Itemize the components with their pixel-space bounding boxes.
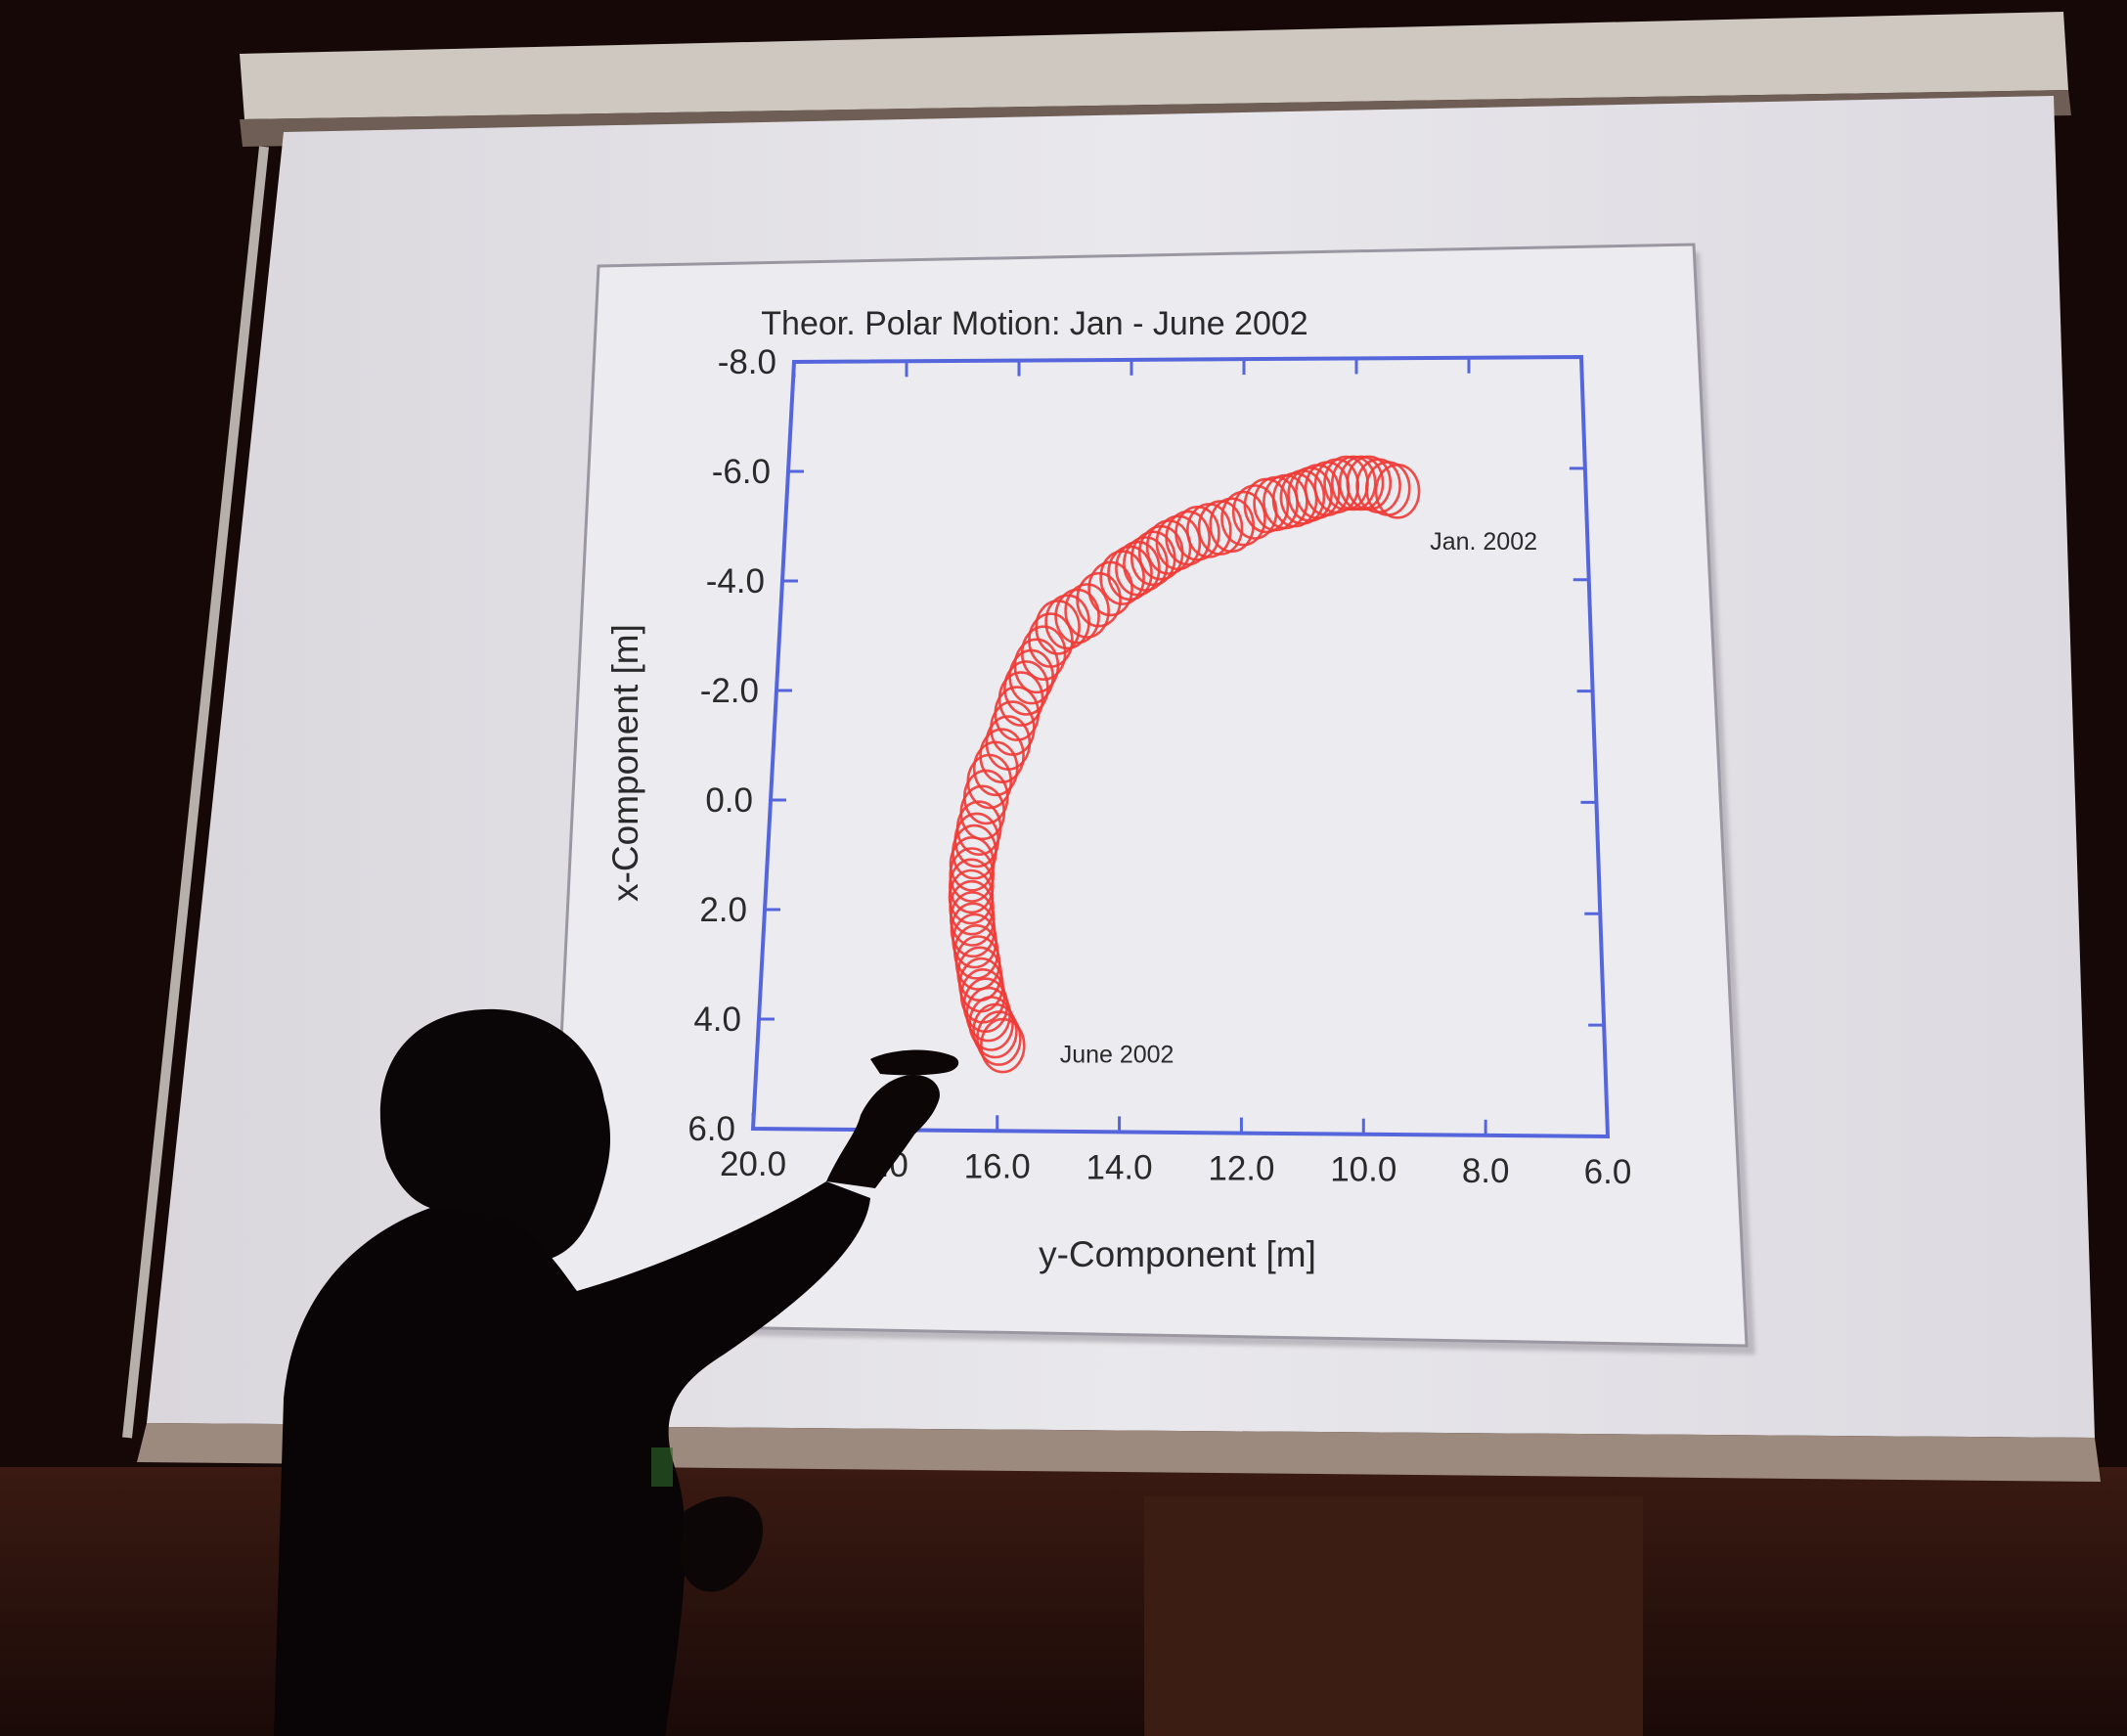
series-point-4 [1338, 455, 1385, 512]
series-point-47 [972, 740, 1019, 797]
series-point-16 [1231, 484, 1278, 540]
chart-annotations: Jan. 2002 June 2002 [1060, 528, 1537, 1069]
y-tick-label-5: 2.0 [699, 891, 747, 929]
series-point-5 [1331, 455, 1377, 512]
x-tick-label-3: 14.0 [1086, 1148, 1153, 1186]
presenter-head [379, 1008, 611, 1264]
screen-housing [240, 12, 2068, 119]
series-point-71 [976, 1010, 1022, 1066]
series-point-31 [1087, 560, 1133, 617]
x-tick-label-2: 16.0 [964, 1147, 1031, 1185]
presenter-silhouette [274, 1008, 959, 1736]
y-tick-label-2: -4.0 [706, 562, 765, 601]
y-tick-label-4: 0.0 [705, 781, 753, 820]
series-point-46 [979, 728, 1025, 784]
series-point-41 [1003, 660, 1049, 716]
series-point-70 [972, 1002, 1018, 1059]
annotation-0: Jan. 2002 [1430, 528, 1537, 556]
lanyard-badge [651, 1447, 673, 1487]
x-tick-label-6: 8.0 [1462, 1152, 1510, 1190]
pointing-finger [870, 1049, 959, 1076]
series-point-34 [1054, 588, 1100, 645]
lectern [1144, 1496, 1643, 1736]
y-tick-label-3: -2.0 [700, 672, 759, 710]
axis-ticks [751, 355, 1610, 1138]
x-tick-label-4: 12.0 [1208, 1150, 1274, 1188]
series-point-35 [1044, 594, 1090, 650]
x-tick-label-5: 10.0 [1330, 1151, 1396, 1189]
x-tick-label-0: 20.0 [720, 1145, 786, 1183]
chart-title: Theor. Polar Motion: Jan - June 2002 [761, 305, 1307, 342]
series-point-55 [949, 847, 996, 903]
series-point-33 [1064, 583, 1110, 639]
y-tick-label-6: 4.0 [693, 1001, 741, 1039]
series-point-17 [1220, 490, 1266, 547]
presenter-left-hand [680, 1496, 764, 1592]
annotation-1: June 2002 [1060, 1041, 1174, 1068]
series-point-56 [948, 858, 995, 914]
y-tick-label-1: -6.0 [712, 453, 771, 491]
series-point-30 [1099, 550, 1145, 605]
y-tick-labels: -8.0 -6.0 -4.0 -2.0 0.0 2.0 4.0 6.0 [687, 343, 776, 1148]
y-axis-label: x-Component [m] [605, 624, 645, 902]
series-point-54 [949, 835, 996, 892]
screen-left-edge [122, 146, 269, 1439]
series-point-25 [1137, 524, 1184, 581]
presenter-body [274, 1181, 870, 1736]
series-point-24 [1145, 519, 1192, 575]
x-axis-label: y-Component [m] [1039, 1234, 1316, 1274]
y-tick-label-7: 6.0 [687, 1110, 735, 1148]
y-tick-label-0: -8.0 [718, 343, 776, 381]
x-tick-label-7: 6.0 [1584, 1153, 1632, 1191]
series-point-72 [980, 1017, 1026, 1074]
presenter-hand [826, 1075, 940, 1188]
polar-motion-chart: Theor. Polar Motion: Jan - June 2002 20.… [605, 305, 1631, 1274]
polar-motion-series [948, 455, 1421, 1074]
slide-panel [546, 243, 1749, 1348]
